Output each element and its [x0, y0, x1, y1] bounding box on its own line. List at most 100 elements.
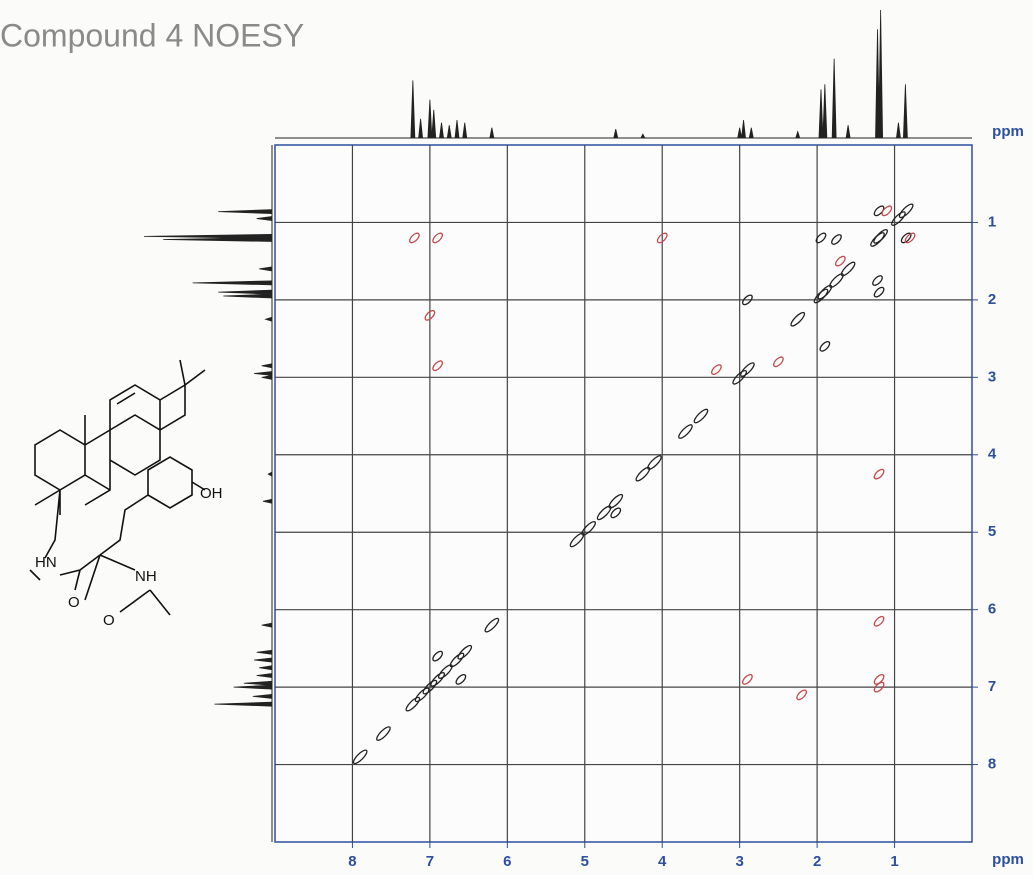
nmr-peak — [873, 229, 888, 244]
nmr-peak — [581, 520, 597, 536]
nmr-peak — [424, 309, 436, 321]
nmr-peak — [596, 505, 612, 521]
nmr-peak — [740, 362, 755, 377]
projection-peak — [143, 233, 273, 239]
projection-peak — [845, 125, 851, 139]
projection-peak — [640, 133, 646, 139]
atom-label: NH — [135, 568, 157, 585]
projection-peak — [446, 125, 452, 139]
plot-frame — [274, 144, 973, 843]
nmr-peak — [829, 273, 844, 288]
projection-peak — [259, 266, 273, 272]
projection-peak — [256, 216, 273, 222]
x-tick-label: 2 — [813, 853, 821, 870]
projection-peak — [427, 99, 433, 139]
nmr-peak — [873, 681, 885, 693]
projection-peak — [259, 665, 273, 671]
projection-peak — [254, 371, 273, 376]
nmr-peak — [647, 455, 662, 470]
projection-peak — [418, 118, 424, 139]
nmr-peak — [772, 356, 784, 368]
projection-peak — [878, 9, 884, 139]
projection-peak — [252, 693, 273, 699]
nmr-peak — [790, 311, 806, 327]
atom-label: HN — [35, 554, 57, 571]
nmr-peak — [656, 232, 668, 244]
nmr-peak — [834, 255, 846, 267]
y-axis-label: ppm — [992, 123, 1024, 140]
nmr-peak — [831, 234, 842, 245]
projection-peak — [410, 80, 416, 139]
projection-peak — [218, 289, 273, 295]
nmr-peak — [873, 615, 885, 627]
nmr-peak — [414, 687, 430, 703]
projection-peak — [214, 701, 273, 707]
nmr-peak — [432, 232, 444, 244]
chart-title: Compound 4 NOESY — [0, 17, 304, 53]
projection-peak — [192, 280, 273, 286]
nmr-peak — [678, 424, 693, 439]
x-tick-label: 7 — [426, 853, 434, 870]
x-axis-label: ppm — [992, 851, 1024, 868]
nmr-peak — [422, 679, 438, 695]
x-tick-label: 3 — [735, 853, 743, 870]
nmr-peak — [457, 644, 473, 660]
nmr-peak — [873, 673, 885, 685]
nmr-peak — [432, 650, 444, 662]
nmr-peak — [796, 689, 808, 701]
projection-peak — [254, 657, 273, 663]
projection-peak — [264, 316, 273, 322]
y-tick-label: 7 — [988, 678, 996, 695]
nmr-peak — [430, 672, 445, 687]
projection-peak — [454, 120, 460, 139]
nmr-peak — [484, 617, 500, 633]
projection-peak — [489, 127, 495, 139]
y-tick-label: 2 — [988, 291, 996, 308]
nmr-peak — [352, 749, 368, 765]
projection-peak — [261, 363, 273, 369]
projection-peak — [902, 84, 908, 139]
projection-peak — [223, 293, 273, 299]
projection-peak — [243, 680, 273, 686]
nmr-peak — [898, 203, 914, 219]
nmr-peak — [608, 493, 624, 509]
projection-peak — [795, 130, 801, 139]
nmr-peak — [711, 364, 722, 375]
nmr-peak — [873, 468, 885, 480]
x-tick-label: 6 — [503, 853, 511, 870]
projection-peak — [233, 684, 273, 690]
nmr-peak — [891, 211, 906, 226]
nmr-peak — [409, 232, 420, 244]
nmr-peak — [819, 340, 831, 352]
bond — [29, 359, 206, 616]
projection-peak — [267, 471, 273, 477]
nmr-peak — [693, 408, 709, 424]
y-tick-label: 4 — [988, 446, 997, 463]
y-tick-label: 3 — [988, 368, 996, 385]
y-tick-label: 1 — [988, 213, 996, 230]
projection-peak — [895, 122, 901, 139]
nmr-peak — [742, 673, 753, 685]
nmr-peak — [872, 275, 883, 286]
atom-label: O — [68, 594, 80, 611]
nmr-peak — [817, 284, 833, 300]
projection-peak — [256, 649, 273, 655]
nmr-peak — [881, 205, 893, 217]
y-tick-label: 6 — [988, 601, 996, 618]
projection-peak — [218, 209, 273, 215]
projection-peak — [822, 84, 828, 139]
atom-label: OH — [200, 485, 223, 502]
projection-peak — [261, 622, 273, 628]
projection-peak — [741, 120, 746, 139]
projection-peak — [748, 127, 754, 139]
projection-peak — [613, 128, 619, 139]
nmr-peak — [449, 652, 465, 668]
projection-peak — [818, 89, 824, 139]
projection-peak — [163, 237, 273, 242]
nmr-peak — [405, 696, 421, 712]
projection-peak — [875, 29, 880, 139]
nmr-peak — [376, 726, 391, 741]
nmr-peak — [610, 507, 622, 519]
nmr-peak — [438, 664, 453, 679]
